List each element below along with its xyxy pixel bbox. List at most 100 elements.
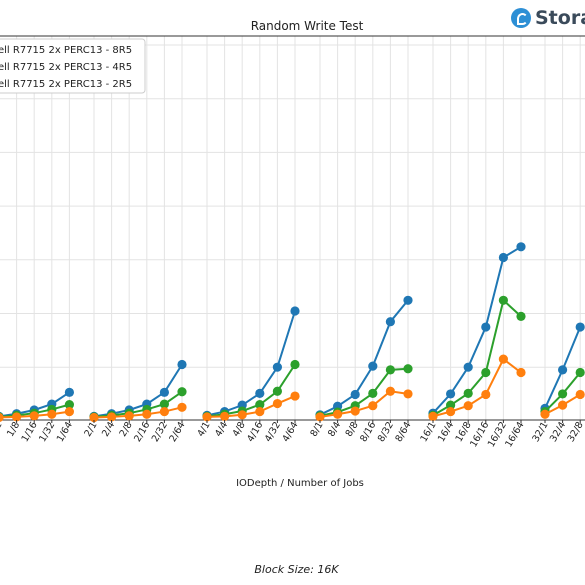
x-tick-label: 8/64 [393,420,413,444]
data-point [385,365,395,375]
data-point [368,401,378,411]
x-tick-label: 32/4 [548,420,568,444]
data-point [47,409,57,419]
data-point [255,388,265,398]
x-tick-label: 2/1 [82,420,99,439]
data-point [498,252,508,263]
series-layer [0,242,585,423]
data-point [255,400,265,410]
series-line [432,245,522,414]
data-point [558,400,568,410]
x-tick-label: 1/32 [37,420,57,444]
data-point [446,406,456,417]
data-point [516,367,526,378]
series-line [206,310,296,417]
x-axis-label: IODepth / Number of Jobs [236,478,364,489]
data-point [237,410,247,420]
data-point [481,322,491,332]
data-point [177,402,187,412]
data-point [0,412,4,422]
data-point [290,391,300,401]
logo-icon [511,8,531,28]
x-tick-label: 4/16 [245,420,265,444]
data-point [558,365,568,375]
data-point [463,388,473,398]
data-point [463,362,473,372]
data-point [350,389,360,400]
x-tick-label: 8/16 [358,420,378,444]
data-point [290,359,300,370]
legend-entry: ell R7715 2x PERC13 - 2R5 [0,79,132,90]
data-point [333,409,343,419]
data-point [498,295,508,305]
data-point [159,387,169,397]
data-point [64,406,74,417]
legend-box [0,38,146,94]
data-point [516,311,526,321]
data-point [368,388,378,398]
storagereview-logo: Storag [511,6,585,30]
series-line [93,363,183,418]
data-point [575,322,585,332]
data-point [403,364,413,374]
data-point [558,389,568,399]
data-point [12,412,22,422]
data-point [403,295,413,305]
legend: ell R7715 2x PERC13 - 8R5 ell R7715 2x PE… [0,38,146,94]
grid [0,36,585,420]
x-tick-labels: 1/1 1/81/161/321/64 2/1 2/4 2/82/162/322/64 4… [0,420,585,449]
x-tick-label: 4/64 [280,420,300,444]
data-point [272,386,282,396]
data-point [177,387,187,397]
legend-entry: ell R7715 2x PERC13 - 4R5 [0,62,132,73]
data-point [540,409,550,419]
data-point [368,361,378,371]
data-point [481,389,491,400]
x-tick-label: 4/4 [213,420,230,439]
data-point [428,411,438,421]
data-point [64,387,74,397]
data-point [220,411,230,421]
data-point [446,389,456,399]
x-tick-label: 2/4 [100,420,117,439]
data-point [107,412,117,422]
x-tick-label: 2/16 [132,420,152,444]
x-tick-label: 4/8 [231,420,248,439]
series-line [319,299,409,416]
data-point [64,400,74,410]
data-point [202,412,212,422]
data-point [575,367,585,378]
data-point [385,386,395,396]
x-tick-label: 1/64 [55,420,75,444]
legend-entry: ell R7715 2x PERC13 - 8R5 [0,45,132,56]
x-tick-label: 8/32 [376,420,396,444]
x-tick-label: 1/8 [5,420,22,439]
x-tick-label: 1/1 [0,420,5,439]
x-tick-label: 32/8 [566,420,585,444]
data-point [463,401,473,411]
data-point [498,354,508,364]
x-tick-label: 16/1 [418,420,438,444]
data-point [255,406,265,417]
data-point [159,406,169,417]
data-point [385,317,395,327]
logo-text: Storag [535,7,585,29]
data-point [481,367,491,378]
data-point [89,412,99,423]
data-point [403,389,413,399]
x-tick-label: 8/8 [344,420,361,439]
block-size-note: Block Size: 16K [254,563,339,576]
data-point [142,409,152,419]
data-point [315,412,325,422]
data-point [272,362,282,372]
data-point [575,389,585,400]
x-tick-label: 16/4 [436,420,456,444]
x-tick-label: 1/16 [20,420,40,444]
chart-title: Random Write Test [251,19,364,33]
x-tick-label: 4/1 [195,420,212,439]
x-tick-label: 4/32 [263,420,283,444]
x-tick-label: 2/32 [150,420,170,444]
data-point [446,400,456,410]
x-tick-label: 2/8 [118,420,135,439]
